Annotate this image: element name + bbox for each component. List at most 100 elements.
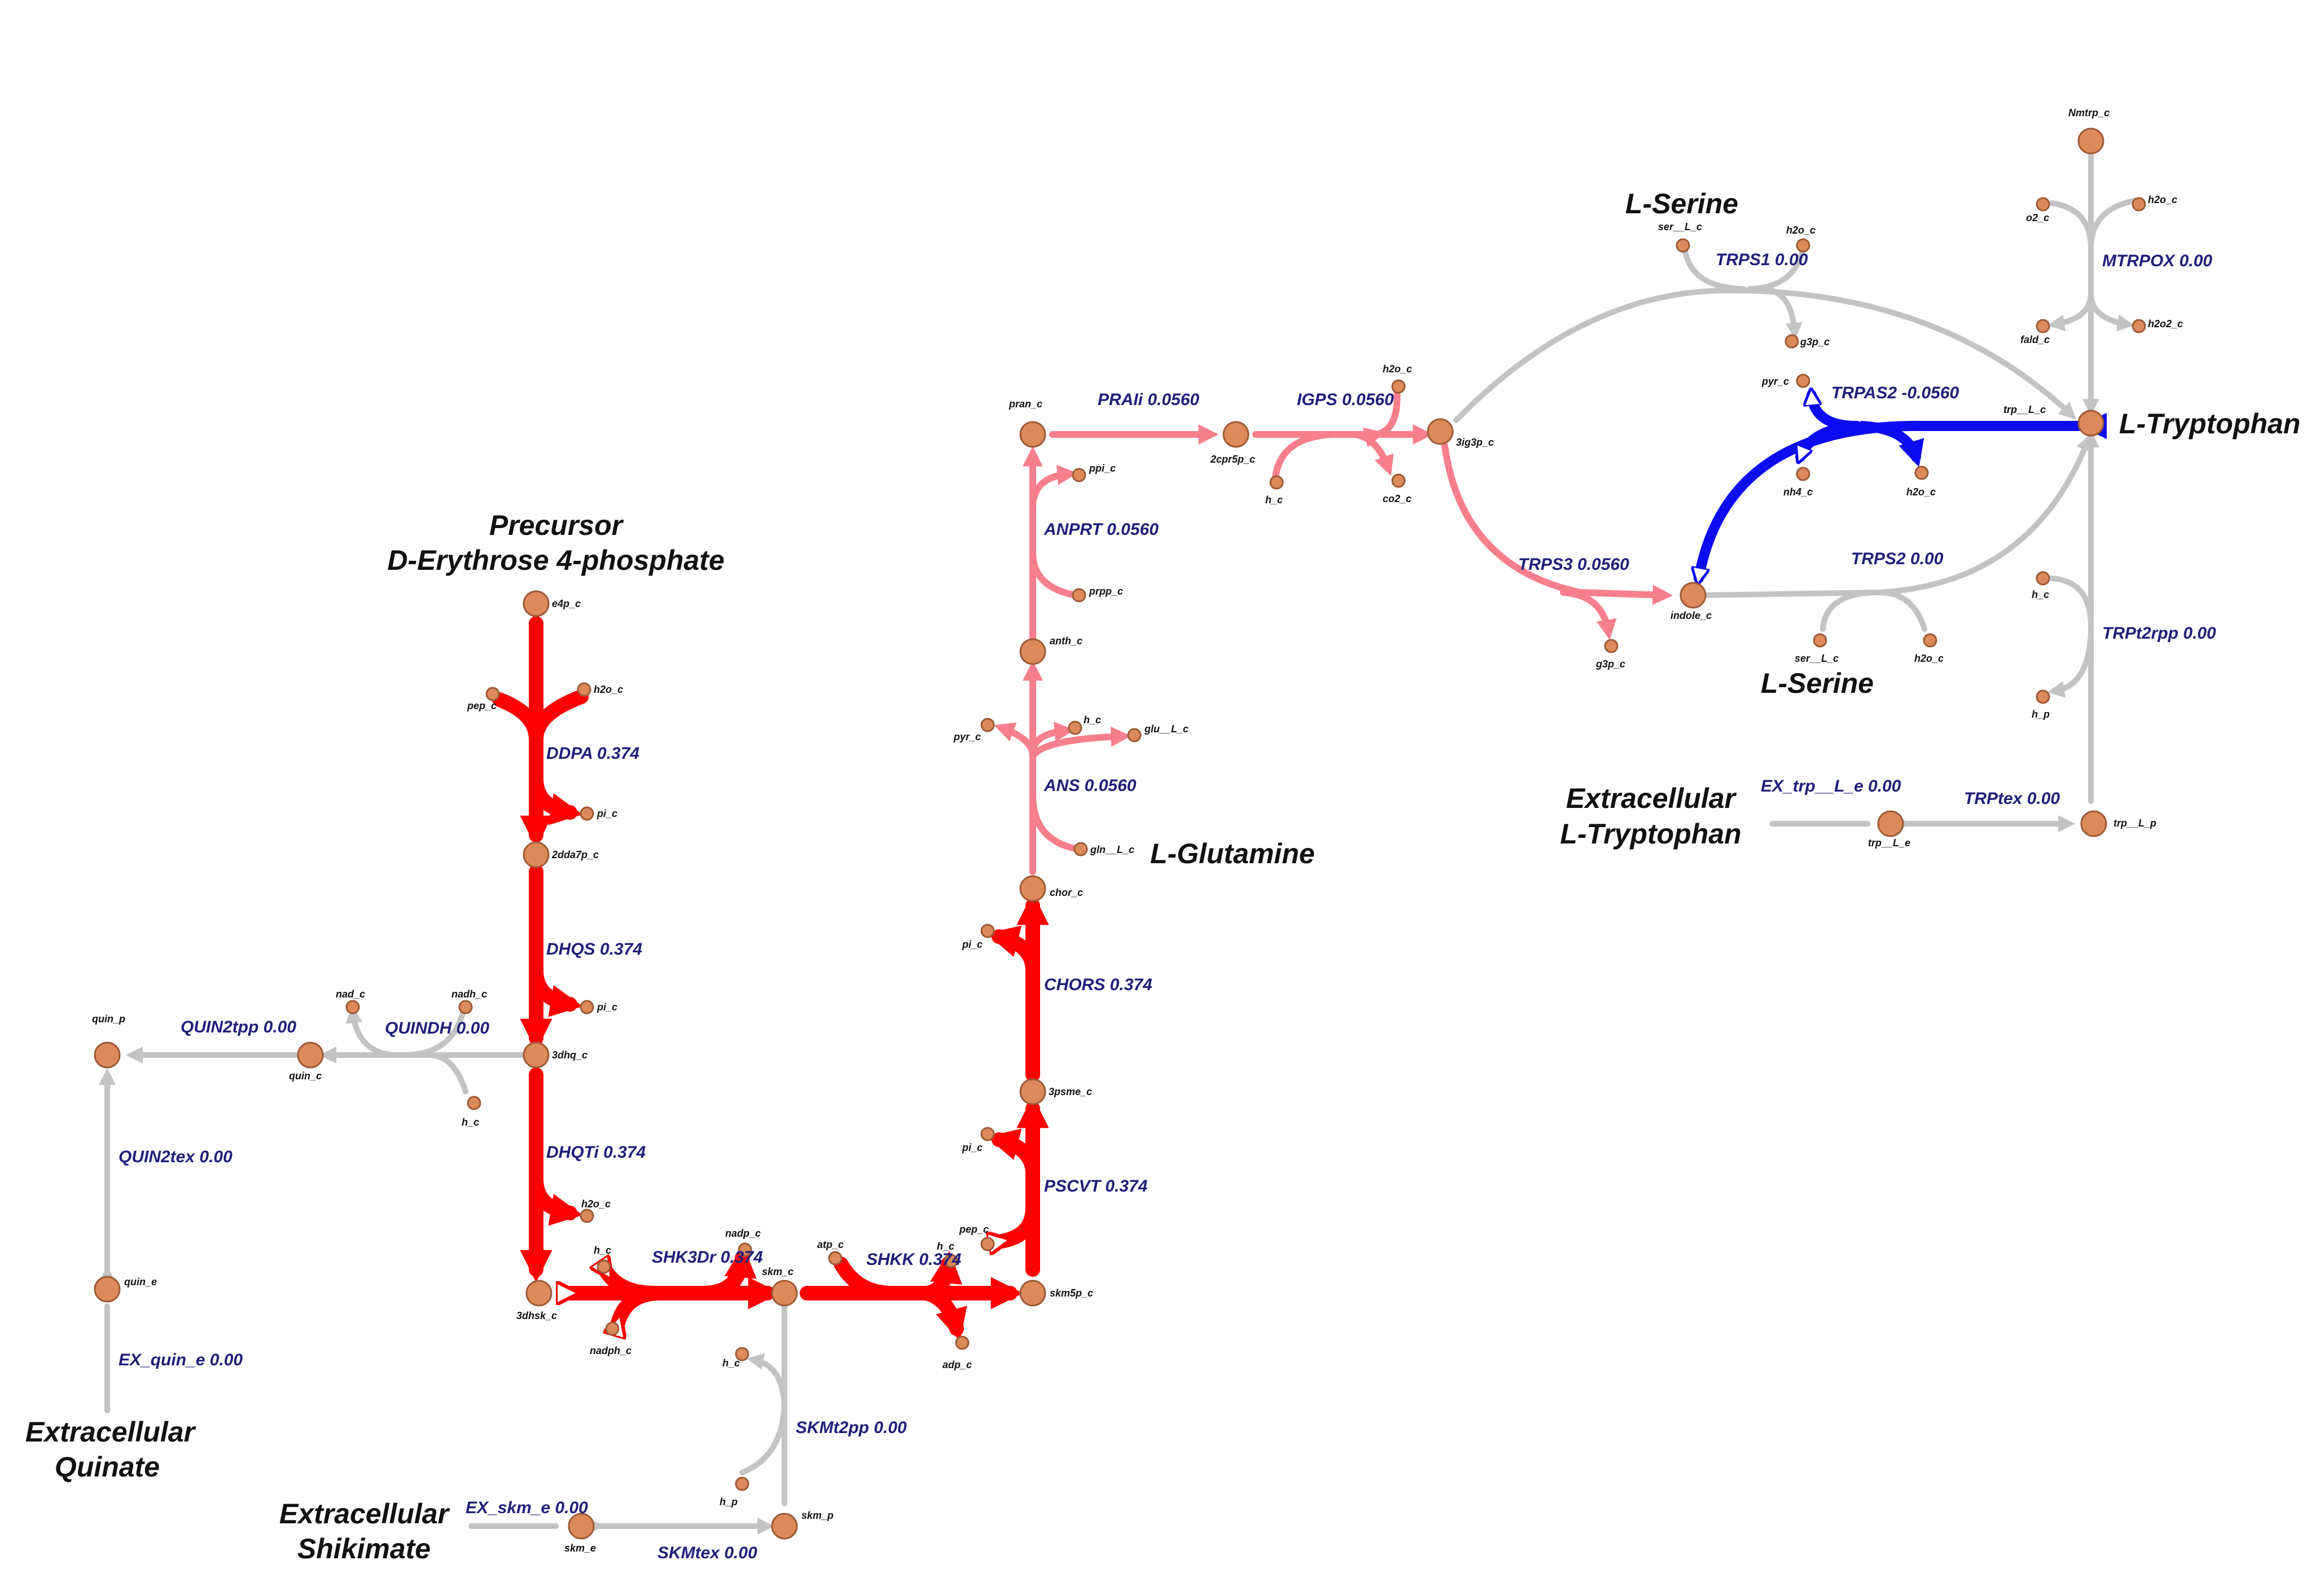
rxn-dhqti: DHQTi 0.374 bbox=[546, 1143, 646, 1162]
node-3dhsk[interactable] bbox=[525, 1280, 553, 1307]
node-pyr-trpas2[interactable] bbox=[1796, 373, 1810, 388]
node-h-p-skmt2[interactable] bbox=[735, 1476, 749, 1491]
node-indole[interactable] bbox=[1680, 582, 1707, 609]
node-h2o-trps2[interactable] bbox=[1923, 633, 1937, 648]
label-pep-pscvt: pep_c bbox=[959, 1224, 989, 1235]
node-h-trpt2[interactable] bbox=[2036, 571, 2050, 586]
node-ppi[interactable] bbox=[1072, 468, 1086, 482]
rxn-quindh: QUINDH 0.00 bbox=[385, 1019, 489, 1038]
label-pran: pran_c bbox=[1008, 398, 1042, 410]
node-co2[interactable] bbox=[1391, 473, 1406, 488]
node-ser-trps2[interactable] bbox=[1813, 633, 1827, 648]
node-pi-chors[interactable] bbox=[980, 924, 995, 938]
node-pep-pscvt[interactable] bbox=[980, 1237, 995, 1251]
node-trp-e[interactable] bbox=[1877, 810, 1904, 837]
rxn-praii: PRAIi 0.0560 bbox=[1098, 390, 1199, 409]
annotation-extra-skm-1: Extracellular bbox=[279, 1498, 450, 1530]
node-h2o-ddpa[interactable] bbox=[577, 682, 591, 697]
node-pran[interactable] bbox=[1019, 421, 1046, 448]
node-gln[interactable] bbox=[1073, 842, 1088, 856]
label-2cpr5p: 2cpr5p_c bbox=[1210, 454, 1255, 465]
label-h-skmt2: h_c bbox=[722, 1357, 740, 1369]
node-pi-ddpa[interactable] bbox=[580, 806, 594, 821]
node-o2[interactable] bbox=[2036, 197, 2050, 212]
label-pyr-trpas2: pyr_c bbox=[1761, 376, 1789, 387]
node-3psme[interactable] bbox=[1019, 1078, 1046, 1105]
edge-ans-pyr bbox=[994, 722, 1036, 759]
node-nad[interactable] bbox=[345, 1000, 360, 1014]
edge-dhqs-pi bbox=[529, 963, 583, 1017]
rxn-trps1: TRPS1 0.00 bbox=[1716, 251, 1808, 269]
node-glu[interactable] bbox=[1127, 728, 1142, 742]
node-trp-c[interactable] bbox=[2077, 410, 2104, 437]
node-h-p-trpt2[interactable] bbox=[2036, 689, 2050, 704]
node-nadp[interactable] bbox=[738, 1242, 752, 1257]
node-h2o-dhqt[interactable] bbox=[580, 1209, 594, 1223]
label-quin-c: quin_c bbox=[289, 1070, 322, 1082]
edge-quindh-nadh bbox=[401, 1010, 466, 1058]
node-atp[interactable] bbox=[828, 1251, 843, 1265]
node-h-skmt2[interactable] bbox=[735, 1347, 749, 1361]
node-h2o-trpas2[interactable] bbox=[1914, 465, 1929, 480]
node-trp-p[interactable] bbox=[2080, 810, 2107, 837]
node-h-shkk[interactable] bbox=[944, 1254, 958, 1268]
node-3dhq[interactable] bbox=[523, 1042, 550, 1069]
node-quin-c[interactable] bbox=[297, 1042, 324, 1069]
label-skm-p: skm_p bbox=[801, 1510, 834, 1521]
node-skm-p[interactable] bbox=[771, 1513, 798, 1540]
node-skm5p[interactable] bbox=[1019, 1280, 1046, 1307]
node-h-shk3d[interactable] bbox=[597, 1259, 611, 1274]
annotation-extra-quin-2: Quinate bbox=[55, 1451, 160, 1483]
node-h-ans[interactable] bbox=[1068, 720, 1082, 735]
node-skm-c[interactable] bbox=[771, 1280, 798, 1307]
node-e4p[interactable] bbox=[523, 590, 550, 617]
label-anth: anth_c bbox=[1050, 635, 1082, 647]
node-chor[interactable] bbox=[1019, 875, 1046, 902]
edge-shkk-atp bbox=[834, 1256, 899, 1300]
edge-trpt2rpp-h bbox=[2049, 575, 2094, 629]
node-g3p-trps3[interactable] bbox=[1604, 639, 1619, 653]
edge-igps-h bbox=[1272, 431, 1335, 480]
node-3ig3p[interactable] bbox=[1427, 418, 1454, 445]
annotation-l-tryptophan: L-Tryptophan bbox=[2119, 408, 2300, 440]
edge-quindh-nad bbox=[345, 1006, 401, 1058]
label-prpp: prpp_c bbox=[1089, 586, 1123, 597]
node-fald[interactable] bbox=[2036, 319, 2050, 333]
node-pep-ddpa[interactable] bbox=[485, 687, 500, 701]
node-adp[interactable] bbox=[955, 1335, 970, 1350]
node-h2o-trps1[interactable] bbox=[1796, 238, 1810, 253]
node-nadph[interactable] bbox=[605, 1321, 620, 1336]
node-skm-e[interactable] bbox=[568, 1513, 595, 1540]
rxn-ex-trp: EX_trp__L_e 0.00 bbox=[1761, 777, 1901, 796]
metabolite-nodes[interactable] bbox=[94, 128, 2146, 1540]
node-pi-pscvt[interactable] bbox=[980, 1127, 995, 1141]
rxn-skmt2pp: SKMt2pp 0.00 bbox=[796, 1418, 907, 1437]
node-prpp[interactable] bbox=[1072, 588, 1086, 603]
node-h2o-mtrpox[interactable] bbox=[2132, 197, 2146, 212]
label-trp-e: trp__L_e bbox=[1868, 837, 1910, 849]
label-h2o-dhqt: h2o_c bbox=[581, 1198, 611, 1210]
node-h2o-igps[interactable] bbox=[1391, 379, 1406, 394]
node-nh4[interactable] bbox=[1796, 467, 1810, 481]
node-quin-p[interactable] bbox=[94, 1042, 121, 1069]
edge-anprt-ppi bbox=[1029, 464, 1078, 511]
node-h-igps[interactable] bbox=[1269, 475, 1284, 490]
node-anth[interactable] bbox=[1019, 638, 1046, 665]
node-2cpr5p[interactable] bbox=[1222, 421, 1249, 448]
node-ser-trps1[interactable] bbox=[1676, 238, 1690, 253]
label-indole: indole_c bbox=[1670, 610, 1712, 621]
node-quin-e[interactable] bbox=[94, 1276, 121, 1303]
annotation-extra-skm-2: Shikimate bbox=[297, 1533, 431, 1565]
node-nadh[interactable] bbox=[458, 1000, 473, 1014]
node-nmtrp[interactable] bbox=[2077, 128, 2104, 155]
label-3dhq: 3dhq_c bbox=[552, 1049, 587, 1061]
node-h-quindh[interactable] bbox=[467, 1096, 481, 1110]
label-skm-e: skm_e bbox=[564, 1543, 596, 1554]
node-2dda7p[interactable] bbox=[523, 841, 550, 868]
node-pi-dhqs[interactable] bbox=[580, 1000, 594, 1014]
label-trp-c: trp__L_c bbox=[2003, 404, 2046, 415]
node-g3p-trps1[interactable] bbox=[1784, 334, 1799, 349]
node-h2o2[interactable] bbox=[2132, 319, 2146, 333]
node-pyr-ans[interactable] bbox=[980, 718, 995, 732]
